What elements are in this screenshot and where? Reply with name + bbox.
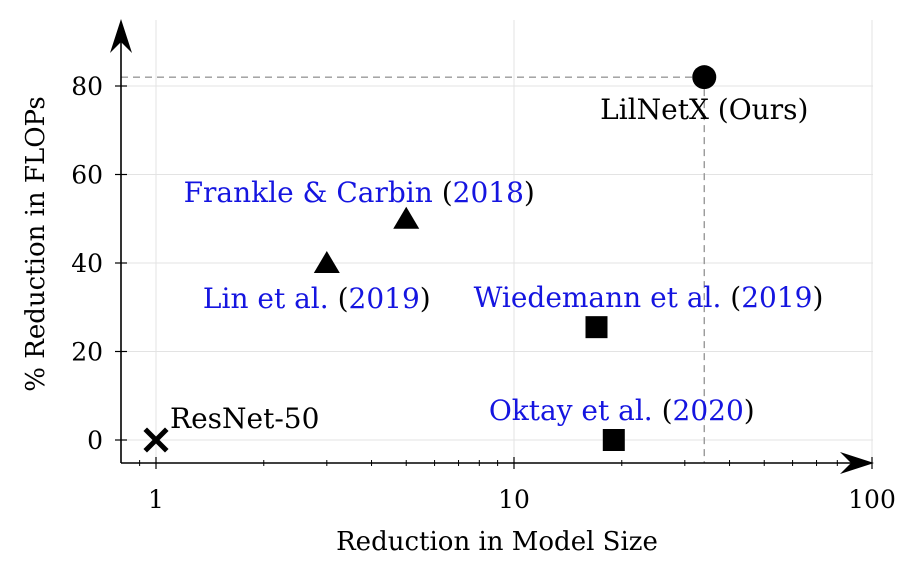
square-marker <box>602 429 625 451</box>
label-part: LilNetX (Ours) <box>600 93 808 126</box>
label-part: Oktay et al. <box>489 394 662 427</box>
point-label: Wiedemann et al. (2019) <box>474 281 824 314</box>
label-part: ( <box>338 282 349 315</box>
label-part: 2020 <box>673 394 744 427</box>
y-tick-label: 20 <box>71 338 103 367</box>
label-part: 2018 <box>453 176 524 209</box>
label-part: ) <box>524 176 535 209</box>
square-marker <box>585 316 608 339</box>
point-label: Oktay et al. (2020) <box>489 394 755 427</box>
x-tick-label: 1 <box>148 485 164 514</box>
circle-marker <box>692 65 717 90</box>
label-part: ( <box>662 394 673 427</box>
x-tick-label: 10 <box>498 485 530 514</box>
point-label: Lin et al. (2019) <box>203 282 431 315</box>
y-tick-label: 40 <box>71 249 103 278</box>
grid <box>121 20 873 463</box>
label-part: 2019 <box>741 281 812 314</box>
y-axis-title: % Reduction in FLOPs <box>21 96 51 391</box>
reference-lines <box>121 76 705 463</box>
label-part: ) <box>812 281 823 314</box>
y-tick-label: 60 <box>71 161 103 190</box>
label-part: ( <box>730 281 741 314</box>
label-part: ) <box>420 282 431 315</box>
label-part: ResNet-50 <box>170 402 319 435</box>
triangle-marker <box>393 206 420 229</box>
ticks: 1 10 100 0 20 40 60 80 <box>71 72 896 514</box>
point-label: ResNet-50 <box>170 402 319 435</box>
data-points <box>143 65 717 453</box>
point-label: LilNetX (Ours) <box>600 93 808 126</box>
x-axis-arrow <box>840 452 874 474</box>
label-part: Frankle & Carbin <box>184 176 442 209</box>
x-tick-label: 100 <box>848 485 896 514</box>
x-axis-title: Reduction in Model Size <box>336 527 658 557</box>
axes <box>110 19 874 474</box>
label-part: Lin et al. <box>203 282 338 315</box>
y-tick-label: 0 <box>87 426 103 455</box>
label-part: ) <box>744 394 755 427</box>
y-tick-label: 80 <box>71 72 103 101</box>
label-part: ( <box>442 176 453 209</box>
label-part: Wiedemann et al. <box>474 281 731 314</box>
label-part: 2019 <box>349 282 420 315</box>
triangle-marker <box>313 251 340 273</box>
cross-marker <box>143 427 169 453</box>
point-label: Frankle & Carbin (2018) <box>184 176 535 209</box>
y-axis-arrow <box>110 19 132 53</box>
